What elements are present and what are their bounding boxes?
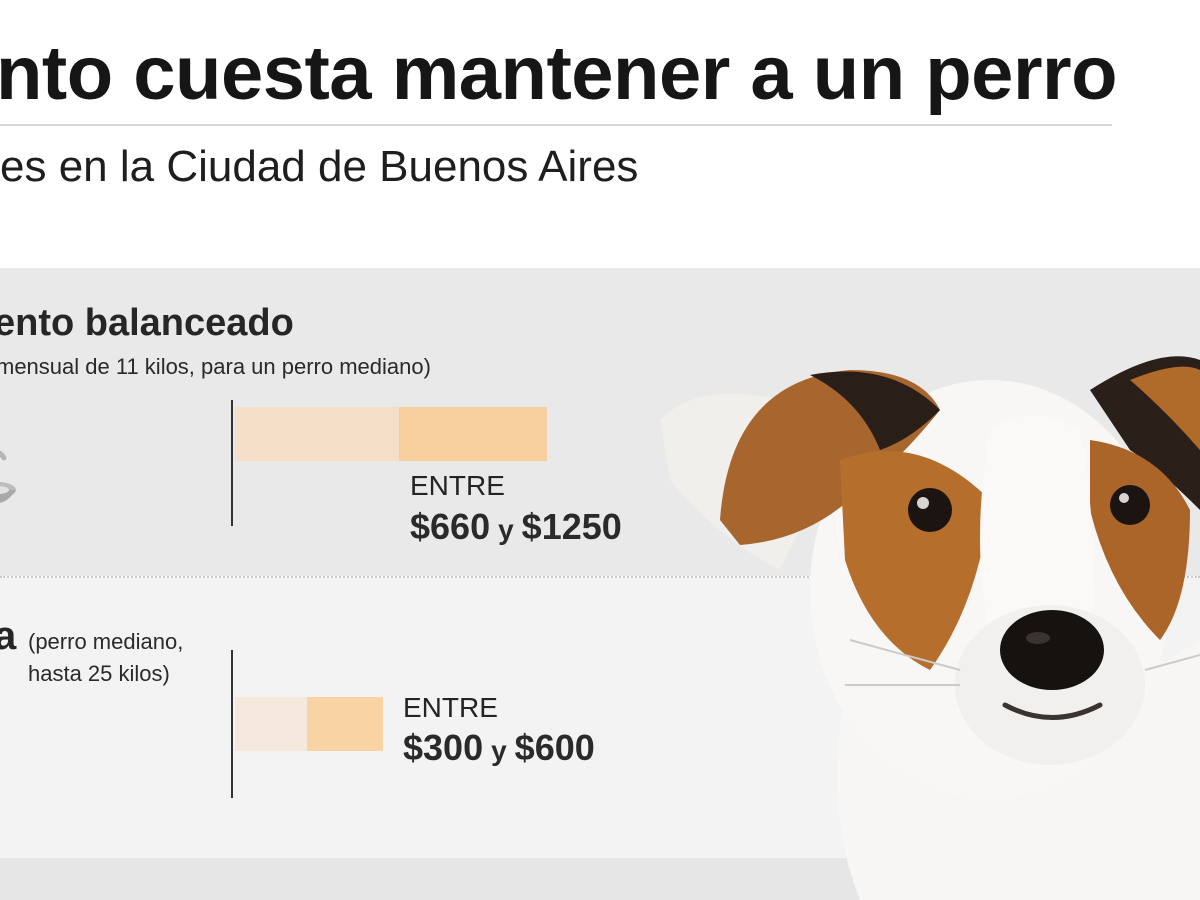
bath-section-title: a xyxy=(0,614,17,658)
food-range-label: ENTRE xyxy=(410,470,505,501)
food-min-price: $660 xyxy=(410,506,491,547)
food-range-axis xyxy=(231,400,233,526)
bath-range-values: $300 y $600 xyxy=(403,727,595,769)
page-title: nto cuesta mantener a un perro xyxy=(0,31,1118,116)
bath-range-conjunction: y xyxy=(491,735,507,766)
food-range-values: $660 y $1250 xyxy=(410,506,622,548)
dog-food-bowl-icon xyxy=(0,450,16,503)
food-range-conjunction: y xyxy=(498,514,514,545)
food-section-title: ento balanceado xyxy=(0,302,294,344)
bath-range-max-bar xyxy=(307,697,383,751)
food-section-note: mensual de 11 kilos, para un perro media… xyxy=(0,354,431,379)
bath-range-label: ENTRE xyxy=(403,692,498,723)
page-subtitle: es en la Ciudad de Buenos Aires xyxy=(0,142,639,191)
title-divider xyxy=(0,124,1112,126)
food-range-max-bar xyxy=(399,407,547,461)
section-divider xyxy=(0,576,1200,578)
food-range-min-bar xyxy=(235,407,399,461)
bath-note-line-1: (perro mediano, xyxy=(28,629,184,654)
bath-min-price: $300 xyxy=(403,727,484,768)
bath-range-axis xyxy=(231,650,233,798)
bath-max-price: $600 xyxy=(514,727,595,768)
food-max-price: $1250 xyxy=(521,506,622,547)
bath-range-min-bar xyxy=(235,697,307,751)
bath-note-line-2: hasta 25 kilos) xyxy=(28,661,170,686)
bath-section-note: (perro mediano, hasta 25 kilos) xyxy=(28,626,183,690)
dog-photo xyxy=(660,356,1200,900)
